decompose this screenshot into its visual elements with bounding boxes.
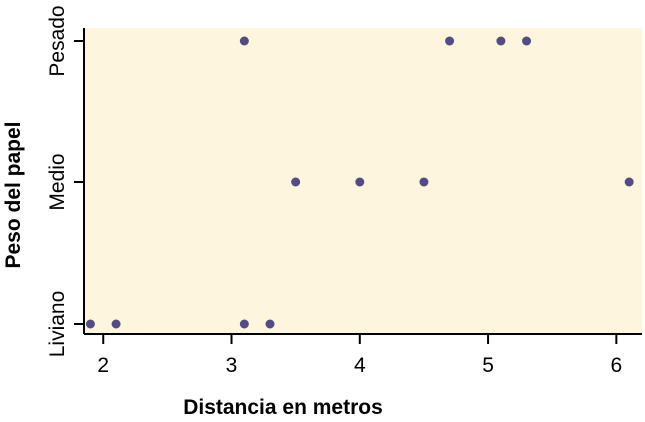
data-point	[522, 36, 532, 46]
x-axis-ticks: 2 3 4 5 6	[97, 334, 622, 377]
x-tick-label: 3	[226, 354, 238, 377]
x-tick-label: 4	[354, 354, 366, 377]
data-point	[291, 177, 301, 187]
y-axis-title: Peso del papel	[2, 121, 25, 268]
y-tick-label: Liviano	[46, 291, 69, 358]
data-point	[419, 177, 429, 187]
data-point	[239, 319, 249, 329]
data-point	[445, 36, 455, 46]
x-axis-title: Distancia en metros	[183, 396, 383, 419]
x-tick-label: 2	[97, 354, 109, 377]
x-tick-label: 5	[482, 354, 494, 377]
data-point	[624, 177, 634, 187]
data-point	[355, 177, 365, 187]
data-point	[85, 319, 95, 329]
data-point	[239, 36, 249, 46]
data-point	[496, 36, 506, 46]
y-axis-ticks: Liviano Medio Pesado	[46, 5, 84, 357]
data-point	[111, 319, 121, 329]
y-tick-label: Pesado	[46, 5, 69, 76]
y-tick-label: Medio	[46, 153, 69, 210]
data-point	[265, 319, 275, 329]
x-tick-label: 6	[611, 354, 623, 377]
data-points	[85, 36, 634, 329]
